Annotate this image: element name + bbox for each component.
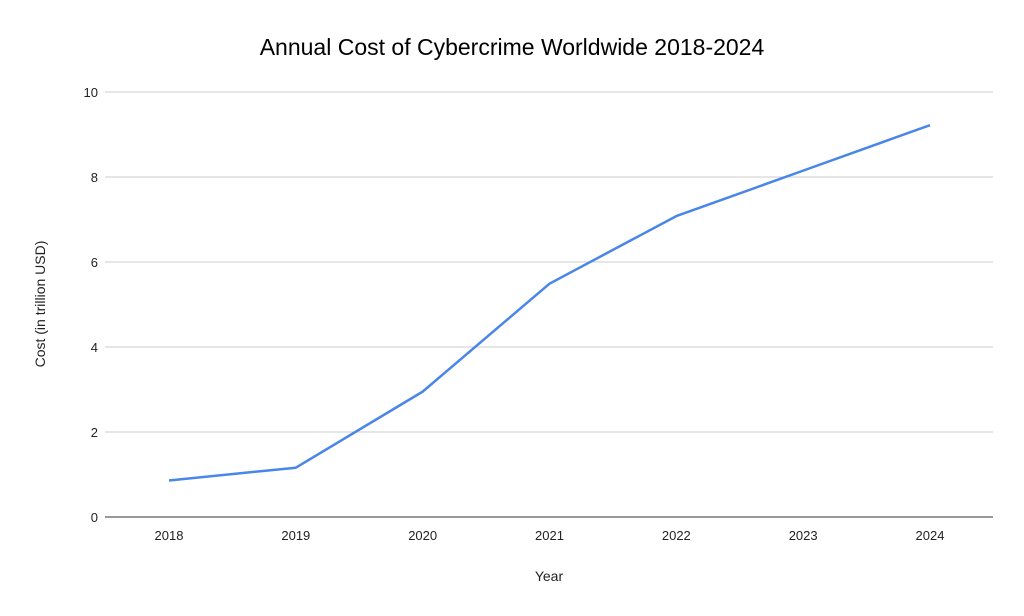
series-line bbox=[168, 123, 931, 482]
x-tick-label: 2021 bbox=[535, 528, 564, 543]
y-tick-label: 4 bbox=[91, 340, 98, 355]
y-tick-label: 6 bbox=[91, 255, 98, 270]
x-tick-label: 2020 bbox=[408, 528, 437, 543]
x-tick-label: 2018 bbox=[155, 528, 184, 543]
x-tick-label: 2022 bbox=[662, 528, 691, 543]
y-tick-label: 10 bbox=[84, 85, 98, 100]
x-axis-label: Year bbox=[535, 568, 564, 584]
y-axis-label: Cost (in trillion USD) bbox=[32, 241, 48, 368]
y-tick-label: 8 bbox=[91, 170, 98, 185]
y-tick-label: 0 bbox=[91, 510, 98, 525]
x-tick-label: 2023 bbox=[789, 528, 818, 543]
y-tick-label: 2 bbox=[91, 425, 98, 440]
x-tick-label: 2019 bbox=[281, 528, 310, 543]
chart-title: Annual Cost of Cybercrime Worldwide 2018… bbox=[260, 34, 765, 60]
x-tick-label: 2024 bbox=[916, 528, 945, 543]
